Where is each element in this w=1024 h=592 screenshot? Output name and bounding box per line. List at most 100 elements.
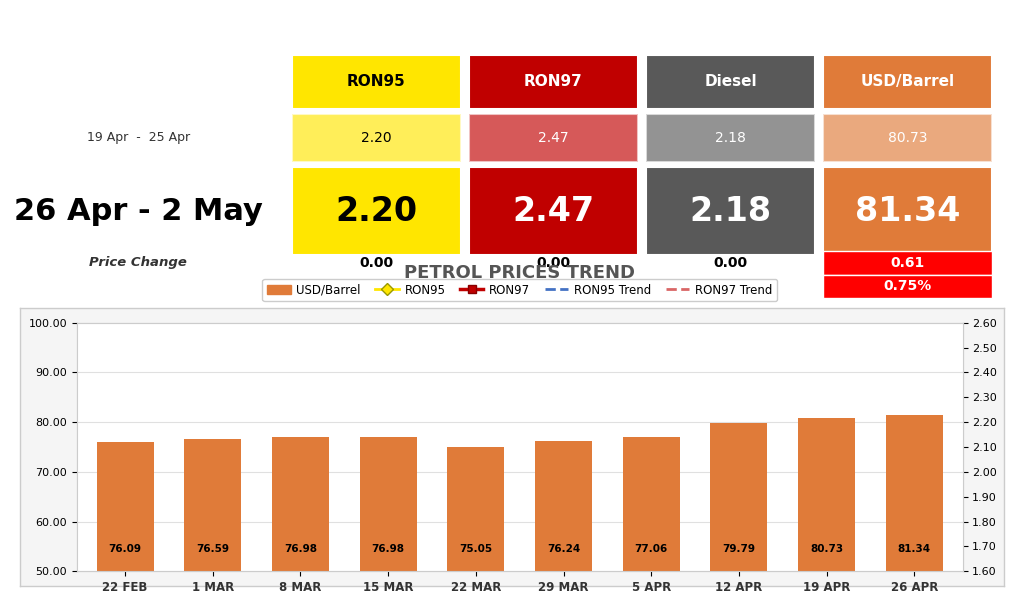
Text: 0.00: 0.00 [714,256,748,270]
RON95 [294,419,306,426]
FancyBboxPatch shape [469,168,638,255]
Bar [184,439,242,592]
RON97 Trend [207,352,219,359]
Text: 2.20: 2.20 [551,407,577,417]
Text: RON97: RON97 [524,75,583,89]
RON97 Trend [733,352,745,359]
Text: 2.23: 2.23 [113,399,138,409]
Text: 2.20: 2.20 [726,407,752,417]
RON95 Trend [645,419,657,426]
Text: 76.59: 76.59 [197,544,229,554]
FancyBboxPatch shape [469,55,638,109]
RON95 [908,419,921,426]
RON97 Trend [557,352,569,359]
RON97 [733,352,745,359]
Text: 2.18: 2.18 [689,195,772,228]
Text: 2.47: 2.47 [726,339,752,349]
RON97 Trend [382,352,394,359]
Text: 2.18: 2.18 [463,411,488,422]
Line: RON95: RON95 [121,410,919,434]
Text: Diesel: Diesel [705,75,757,89]
Line: RON97: RON97 [120,343,920,370]
FancyBboxPatch shape [292,168,461,255]
Text: 80.73: 80.73 [810,544,843,554]
RON97 Trend [908,352,921,359]
RON95 Trend [207,419,219,426]
FancyBboxPatch shape [646,55,815,109]
FancyBboxPatch shape [646,168,815,255]
Text: 2.47: 2.47 [814,339,840,349]
RON95 [207,426,219,433]
RON97 Trend [820,352,833,359]
FancyBboxPatch shape [823,275,992,298]
RON97 [557,352,569,359]
Bar [272,437,329,592]
Text: Price Change: Price Change [89,256,187,269]
FancyBboxPatch shape [469,114,638,162]
Text: 81.34: 81.34 [898,544,931,554]
RON97 [207,361,219,368]
FancyBboxPatch shape [292,55,461,109]
FancyBboxPatch shape [823,252,992,275]
Text: 0.00: 0.00 [359,256,393,270]
Bar [535,441,592,592]
Text: 2.21: 2.21 [375,404,401,414]
Text: 2.47: 2.47 [551,339,577,349]
FancyBboxPatch shape [292,114,461,162]
Text: 79.79: 79.79 [722,544,756,554]
RON95 [645,419,657,426]
RON95 [470,423,482,430]
Text: 77.06: 77.06 [635,544,668,554]
RON97 [820,352,833,359]
RON95 Trend [820,419,833,426]
Text: 0.61: 0.61 [891,256,925,270]
Text: 2.47: 2.47 [901,339,928,349]
Text: 2.47: 2.47 [375,339,401,349]
Text: 2.20: 2.20 [901,407,927,417]
Text: 76.24: 76.24 [547,544,581,554]
RON95 [119,411,131,418]
RON95 Trend [470,419,482,426]
FancyBboxPatch shape [823,168,992,255]
Text: 2.18: 2.18 [715,131,746,145]
RON97 [119,344,131,351]
Bar [96,442,154,592]
RON95 Trend [294,419,306,426]
Text: 76.09: 76.09 [109,544,141,554]
Text: 2.17: 2.17 [200,414,225,424]
Text: 2.20: 2.20 [361,131,391,145]
Text: 2.47: 2.47 [512,195,595,228]
Text: 2.47: 2.47 [539,131,568,145]
Bar [447,447,505,592]
RON95 Trend [908,419,921,426]
RON95 [733,419,745,426]
Legend: USD/Barrel, RON95, RON97, RON95 Trend, RON97 Trend: USD/Barrel, RON95, RON97, RON95 Trend, R… [262,279,777,301]
RON95 [820,419,833,426]
Text: 0.00%: 0.00% [352,279,400,293]
RON97 [294,352,306,359]
RON97 Trend [645,352,657,359]
Text: 0.00%: 0.00% [529,279,578,293]
Bar [886,416,943,592]
RON97 Trend [119,352,131,359]
Bar [623,437,680,592]
Text: 19 Apr  -  25 Apr: 19 Apr - 25 Apr [87,131,189,144]
Text: 26 Apr - 2 May: 26 Apr - 2 May [13,197,263,226]
Text: 2.43: 2.43 [200,349,225,359]
RON97 [645,352,657,359]
Line: RON95 Trend: RON95 Trend [125,422,914,423]
Text: RON95: RON95 [347,75,406,89]
Text: 76.98: 76.98 [284,544,317,554]
Text: 0.00%: 0.00% [707,279,755,293]
Bar [359,437,417,592]
Bar [711,423,767,592]
FancyBboxPatch shape [823,114,992,162]
Text: USD/Barrel: USD/Barrel [861,75,954,89]
Text: 81.34: 81.34 [855,195,961,228]
Text: Latest Petrol Prices in Malaysia ⛽: Latest Petrol Prices in Malaysia ⛽ [337,15,830,40]
FancyBboxPatch shape [646,114,815,162]
RON97 [908,352,921,359]
Text: 2.45: 2.45 [463,345,488,355]
RON97 Trend [470,352,482,359]
Text: 75.05: 75.05 [460,544,493,554]
